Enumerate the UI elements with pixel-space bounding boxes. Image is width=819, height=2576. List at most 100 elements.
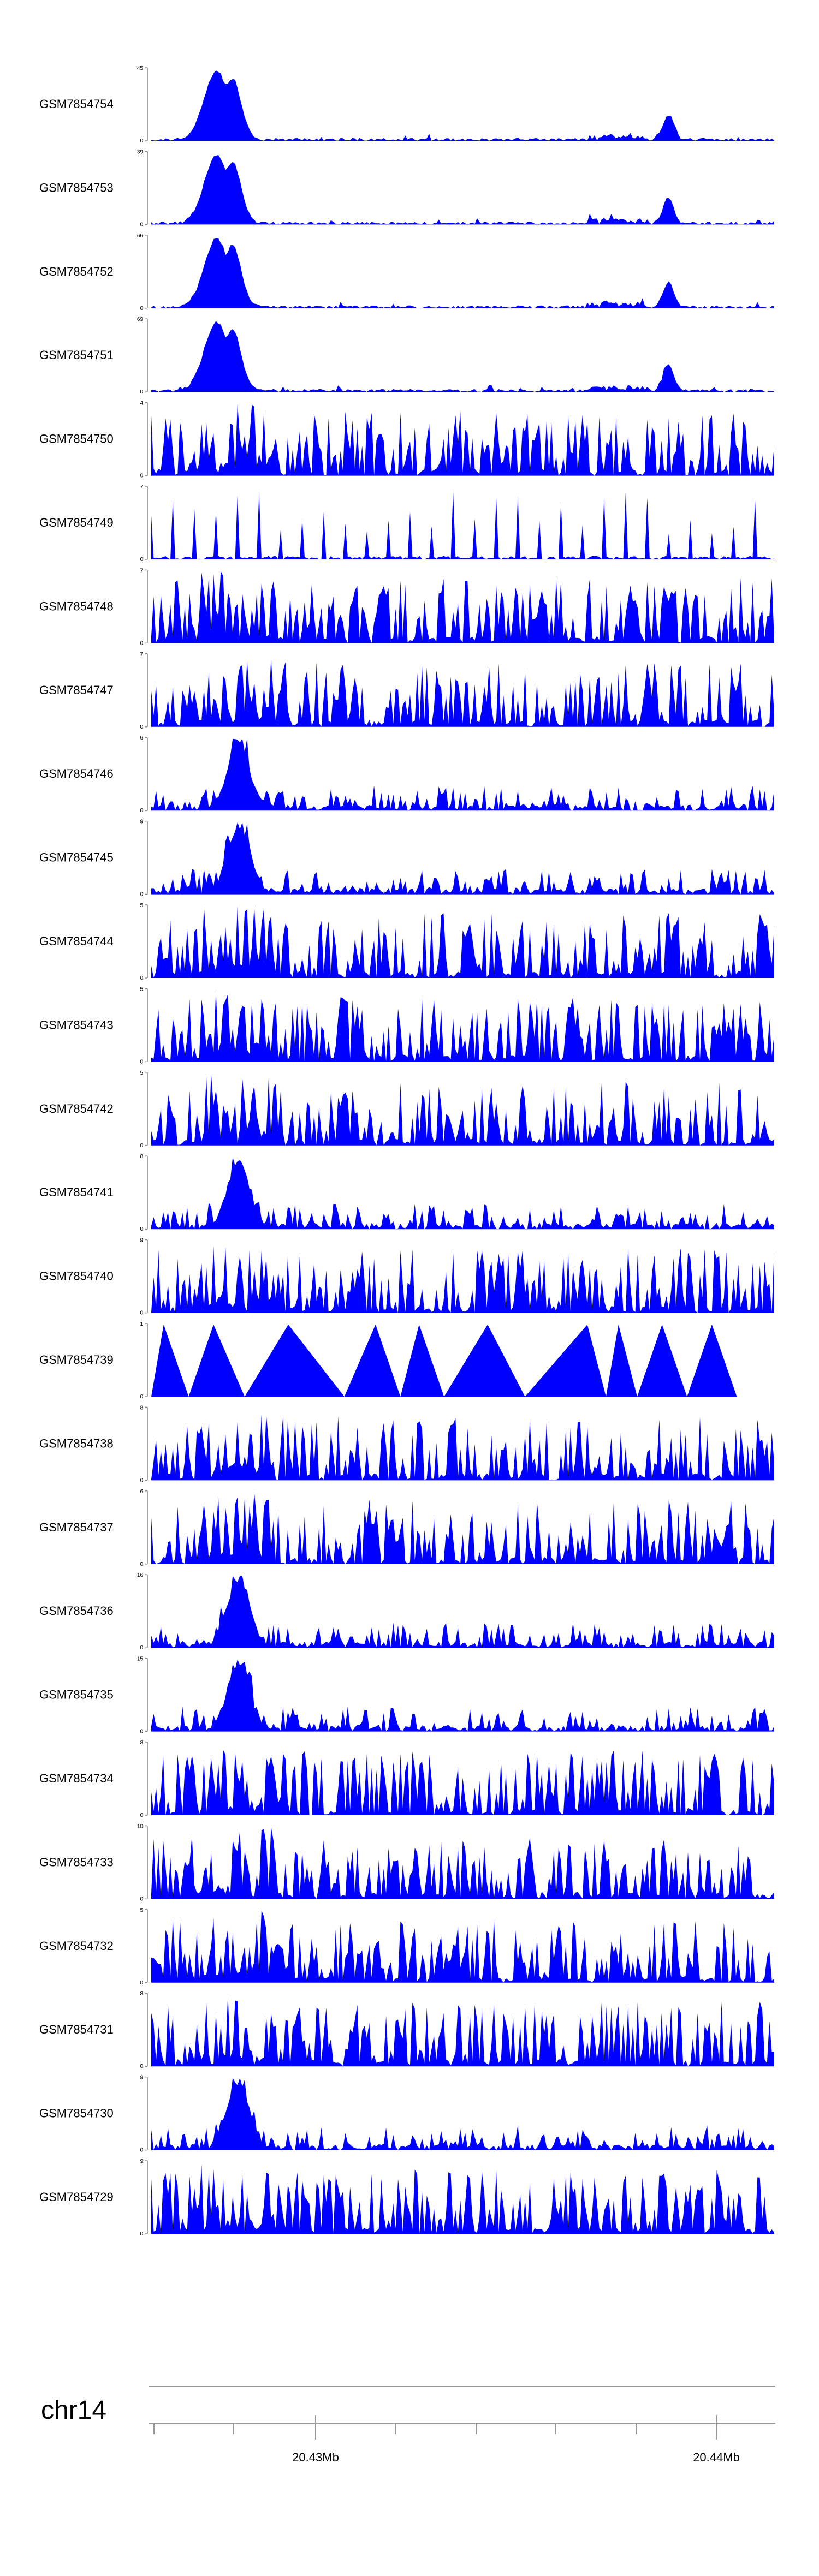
track-ymax: 6 — [140, 1489, 143, 1495]
track-ymin: 0 — [140, 1896, 143, 1902]
track-coverage-area — [151, 70, 774, 141]
track-label: GSM7854745 — [39, 851, 114, 864]
track-ymin: 0 — [140, 1812, 143, 1818]
track-GSM7854746: GSM7854746 6 0 — [39, 735, 774, 814]
track-ymin: 0 — [140, 1394, 143, 1400]
track-GSM7854754: GSM7854754 45 0 — [39, 65, 774, 144]
track-ymin: 0 — [140, 222, 143, 228]
track-ymin: 0 — [140, 1477, 143, 1483]
track-label: GSM7854752 — [39, 265, 114, 278]
track-label: GSM7854744 — [39, 934, 114, 948]
track-ymax: 15 — [137, 1656, 144, 1662]
track-coverage-area — [151, 1157, 774, 1230]
track-GSM7854732: GSM7854732 5 0 — [39, 1907, 774, 1986]
track-GSM7854731: GSM7854731 8 0 — [39, 1991, 774, 2070]
track-label: GSM7854753 — [39, 181, 114, 194]
track-ymin: 0 — [140, 1729, 143, 1735]
axis-tick-label: 20.44Mb — [693, 2450, 740, 2464]
track-GSM7854747: GSM7854747 7 0 — [39, 652, 774, 730]
track-label: GSM7854742 — [39, 1102, 114, 1116]
track-label: GSM7854750 — [39, 432, 114, 446]
track-label: GSM7854739 — [39, 1353, 114, 1367]
track-coverage-area — [151, 490, 774, 559]
track-ymin: 0 — [140, 138, 143, 144]
track-label: GSM7854735 — [39, 1688, 114, 1702]
track-ymax: 1 — [140, 1321, 143, 1327]
track-GSM7854744: GSM7854744 5 0 — [39, 903, 774, 981]
track-GSM7854736: GSM7854736 16 0 — [39, 1572, 774, 1651]
track-ymin: 0 — [140, 892, 143, 898]
track-coverage-area — [151, 822, 774, 895]
track-coverage-area — [151, 2164, 774, 2234]
track-GSM7854729: GSM7854729 9 0 — [39, 2158, 774, 2237]
track-ymax: 9 — [140, 2158, 143, 2164]
track-label: GSM7854734 — [39, 1772, 114, 1785]
track-ymax: 39 — [137, 149, 144, 155]
track-coverage-area — [151, 738, 774, 811]
track-ymin: 0 — [140, 2064, 143, 2070]
chromosome-panel: chr14 — [41, 2386, 775, 2425]
track-coverage-area — [151, 1325, 737, 1397]
track-ymax: 5 — [140, 903, 143, 909]
track-GSM7854750: GSM7854750 4 0 — [39, 401, 774, 479]
track-ymin: 0 — [140, 1561, 143, 1567]
track-GSM7854730: GSM7854730 9 0 — [39, 2075, 774, 2154]
track-coverage-area — [151, 571, 774, 643]
track-GSM7854743: GSM7854743 5 0 — [39, 986, 774, 1065]
track-GSM7854749: GSM7854749 7 0 — [39, 484, 774, 563]
track-ymax: 9 — [140, 2075, 143, 2081]
track-coverage-area — [151, 1414, 774, 1481]
genome-axis: 20.43Mb 20.44Mb — [149, 2415, 775, 2464]
track-GSM7854751: GSM7854751 69 0 — [39, 317, 774, 395]
track-coverage-area — [151, 238, 774, 308]
track-label: GSM7854743 — [39, 1018, 114, 1031]
track-ymax: 10 — [137, 1823, 144, 1829]
track-GSM7854734: GSM7854734 8 0 — [39, 1740, 774, 1818]
track-ymax: 9 — [140, 1238, 143, 1244]
track-GSM7854752: GSM7854752 66 0 — [39, 233, 774, 312]
track-ymin: 0 — [140, 1980, 143, 1986]
track-ymin: 0 — [140, 1059, 143, 1065]
track-coverage-area — [151, 1827, 774, 1899]
track-GSM7854738: GSM7854738 8 0 — [39, 1405, 774, 1483]
track-label: GSM7854736 — [39, 1604, 114, 1618]
track-GSM7854733: GSM7854733 10 0 — [39, 1823, 774, 1902]
track-label: GSM7854730 — [39, 2107, 114, 2120]
track-ymin: 0 — [140, 808, 143, 814]
track-ymax: 8 — [140, 1154, 143, 1160]
track-coverage-area — [151, 659, 774, 727]
track-label: GSM7854729 — [39, 2190, 114, 2204]
track-ymax: 8 — [140, 1740, 143, 1746]
track-ymin: 0 — [140, 2231, 143, 2237]
track-ymin: 0 — [140, 557, 143, 563]
track-coverage-area — [151, 2078, 774, 2150]
track-ymin: 0 — [140, 306, 143, 312]
track-ymin: 0 — [140, 473, 143, 479]
track-ymax: 45 — [137, 65, 144, 71]
track-ymin: 0 — [140, 1226, 143, 1232]
track-label: GSM7854731 — [39, 2023, 114, 2036]
track-ymax: 4 — [140, 401, 143, 407]
track-GSM7854739: GSM7854739 1 0 — [39, 1321, 737, 1400]
track-ymax: 5 — [140, 986, 143, 992]
track-ymax: 69 — [137, 317, 144, 323]
track-coverage-area — [151, 989, 774, 1062]
track-label: GSM7854732 — [39, 1939, 114, 1953]
track-label: GSM7854754 — [39, 97, 114, 111]
track-ymax: 7 — [140, 484, 143, 490]
track-ymax: 5 — [140, 1070, 143, 1076]
track-label: GSM7854751 — [39, 348, 114, 362]
track-GSM7854748: GSM7854748 7 0 — [39, 568, 774, 646]
track-GSM7854745: GSM7854745 9 0 — [39, 819, 774, 898]
track-coverage-area — [151, 1074, 774, 1146]
track-ymin: 0 — [140, 389, 143, 395]
track-label: GSM7854748 — [39, 599, 114, 613]
track-ymax: 66 — [137, 233, 144, 239]
track-coverage-area — [151, 1246, 774, 1313]
track-ymax: 5 — [140, 1907, 143, 1913]
track-label: GSM7854746 — [39, 767, 114, 780]
track-ymax: 7 — [140, 652, 143, 658]
track-label: GSM7854747 — [39, 683, 114, 697]
track-GSM7854753: GSM7854753 39 0 — [39, 149, 774, 228]
track-coverage-area — [151, 1910, 774, 1983]
